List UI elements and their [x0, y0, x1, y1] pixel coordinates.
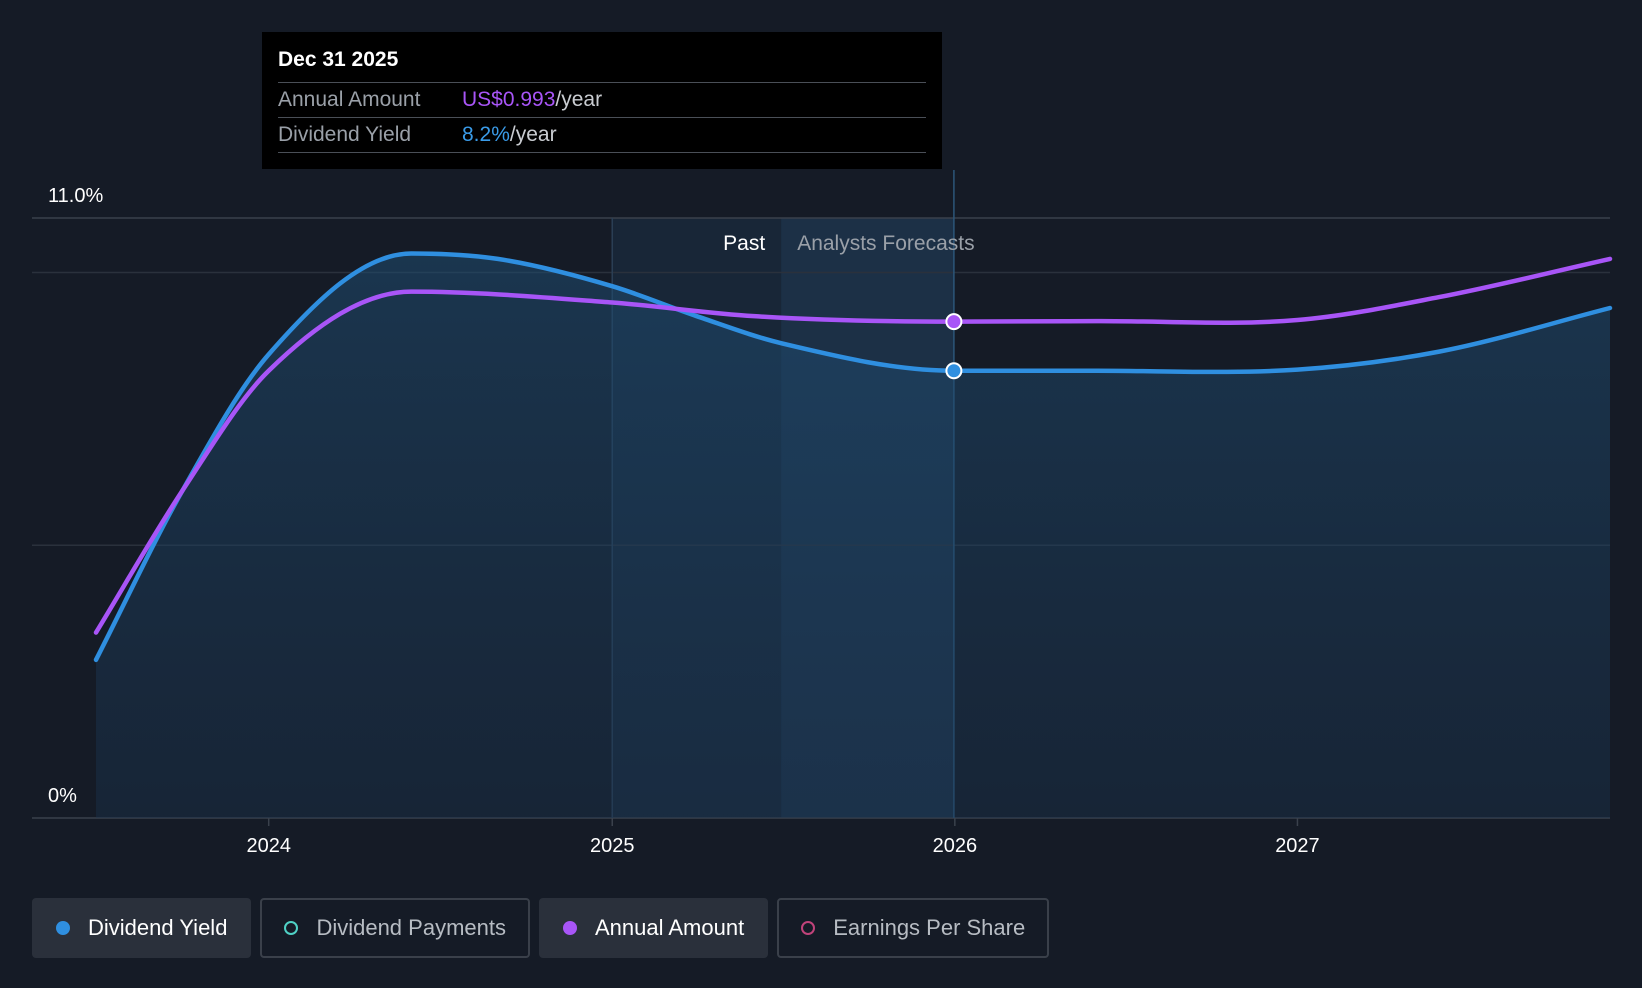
- legend-label: Annual Amount: [594, 915, 745, 940]
- tooltip-unit: /year: [555, 88, 603, 111]
- tooltip-value: US$0.993: [462, 88, 556, 111]
- legend-dot-icon: [56, 921, 70, 935]
- legend-dot-icon: [562, 921, 577, 935]
- dividend-yield-hover-point: [945, 362, 963, 380]
- x-tick-label: 2027: [1275, 835, 1320, 857]
- x-tick-label: 2026: [933, 835, 978, 857]
- legend-ring-icon: [284, 921, 299, 935]
- chart-legend: Dividend Yield Dividend Payments Annual …: [32, 898, 1050, 958]
- legend-dividend-payments[interactable]: Dividend Payments: [260, 898, 530, 958]
- dividend-yield-area: [96, 253, 1610, 819]
- y-tick-label: 11.0%: [48, 185, 103, 207]
- legend-label: Dividend Payments: [316, 915, 506, 940]
- x-tick-label: 2024: [246, 835, 291, 857]
- legend-label: Earnings Per Share: [833, 915, 1026, 940]
- hover-tooltip: Dec 31 2025 Annual Amount US$0.993 /year…: [262, 32, 942, 169]
- tooltip-date: Dec 31 2025: [278, 46, 926, 83]
- forecast-label: Analysts Forecasts: [797, 232, 974, 255]
- x-tick-label: 2025: [590, 835, 635, 857]
- tooltip-row-dividend-yield: Dividend Yield 8.2% /year: [278, 118, 926, 153]
- tooltip-label: Dividend Yield: [278, 123, 412, 146]
- annual-amount-hover-point: [945, 313, 963, 331]
- tooltip-row-annual-amount: Annual Amount US$0.993 /year: [278, 83, 926, 118]
- y-tick-label: 0%: [48, 785, 77, 807]
- legend-dividend-yield[interactable]: Dividend Yield: [32, 898, 252, 958]
- tooltip-label: Annual Amount: [278, 88, 421, 111]
- legend-ring-icon: [801, 921, 816, 935]
- tooltip-value: 8.2%: [462, 123, 510, 146]
- legend-label: Dividend Yield: [88, 915, 228, 940]
- legend-earnings-per-share[interactable]: Earnings Per Share: [777, 898, 1050, 958]
- annual-amount-line: [93, 256, 1613, 635]
- legend-annual-amount[interactable]: Annual Amount: [538, 898, 769, 958]
- past-label: Past: [723, 232, 765, 255]
- dividend-yield-line: [93, 251, 1613, 663]
- tooltip-unit: /year: [509, 123, 557, 146]
